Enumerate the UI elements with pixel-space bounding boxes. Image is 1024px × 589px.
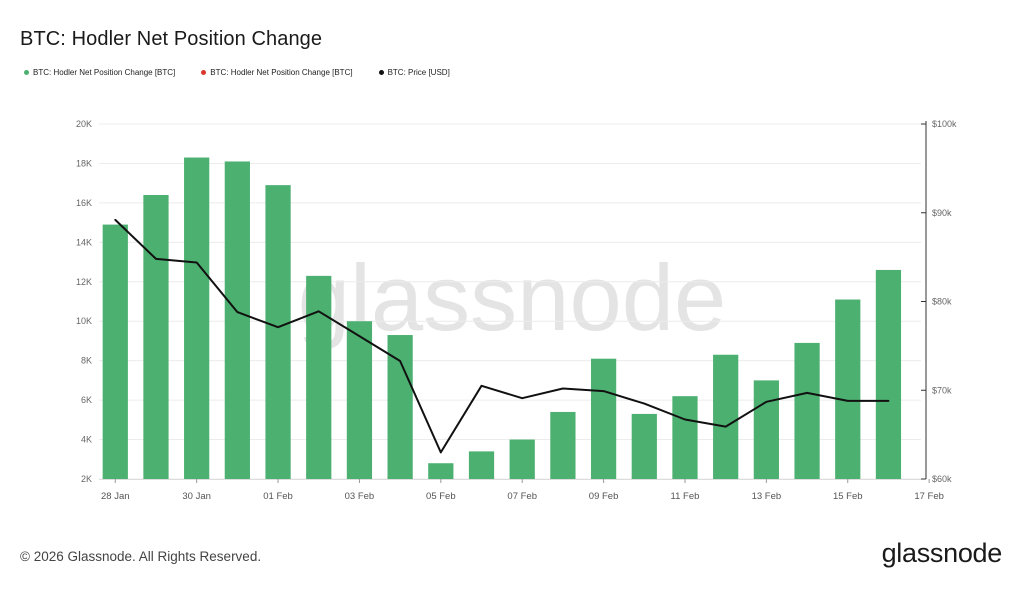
glassnode-logo: glassnode <box>881 538 1003 568</box>
bar <box>835 299 861 479</box>
x-tick-label: 07 Feb <box>507 491 537 502</box>
x-tick-label: 09 Feb <box>589 491 619 502</box>
bar <box>387 335 413 479</box>
legend-marker-red <box>201 70 207 75</box>
x-tick-label: 17 Feb <box>914 491 944 502</box>
x-tick-label: 13 Feb <box>752 491 782 502</box>
bar <box>346 321 373 479</box>
legend-label: BTC: Hodler Net Position Change [BTC] <box>210 68 353 77</box>
bar <box>143 195 169 479</box>
y-left-tick-label: 18K <box>76 158 92 168</box>
bar <box>509 439 535 479</box>
x-tick-label: 01 Feb <box>263 491 293 502</box>
bar <box>631 413 657 479</box>
legend-item-net-position-red[interactable]: BTC: Hodler Net Position Change [BTC] <box>201 68 353 77</box>
bar <box>265 185 291 479</box>
y-right-tick-label: $100k <box>932 119 957 129</box>
bar <box>672 396 698 479</box>
bar <box>468 451 495 479</box>
bar <box>550 411 576 479</box>
bar <box>428 463 454 479</box>
x-tick-label: 28 Jan <box>101 491 130 502</box>
bar-series <box>102 157 902 479</box>
y-right-tick-label: $70k <box>932 385 952 395</box>
x-tick-label: 05 Feb <box>426 491 456 502</box>
price-line-series <box>114 218 890 454</box>
legend-item-net-position-green[interactable]: BTC: Hodler Net Position Change [BTC] <box>24 68 175 77</box>
y-left-tick-label: 16K <box>76 198 92 208</box>
x-tick-label: 15 Feb <box>833 491 863 502</box>
bar <box>306 275 332 479</box>
legend-label: BTC: Hodler Net Position Change [BTC] <box>33 68 176 77</box>
bar <box>794 342 820 479</box>
y-left-tick-label: 14K <box>76 237 92 247</box>
y-right-tick-label: $80k <box>932 297 952 307</box>
legend-marker-green <box>24 70 29 75</box>
x-tick-label: 11 Feb <box>671 491 700 502</box>
y-right-tick-label: $90k <box>932 208 952 218</box>
y-left-tick-label: 20K <box>76 119 92 129</box>
copyright-text: © 2026 Glassnode. All Rights Reserved. <box>20 549 262 564</box>
axes: 2K 4K 6K 8K 10K 12K 14K 16K 18K 20K $60k $70k $80k $9… <box>76 119 957 502</box>
y-left-tick-label: 4K <box>81 435 92 445</box>
bar <box>184 157 210 479</box>
bar <box>102 224 128 479</box>
legend-item-price[interactable]: BTC: Price [USD] <box>378 68 450 77</box>
y-left-tick-label: 2K <box>81 474 92 484</box>
y-left-tick-label: 10K <box>76 316 92 326</box>
x-tick-label: 03 Feb <box>345 491 375 502</box>
legend-label: BTC: Price [USD] <box>387 68 450 77</box>
bar <box>590 358 617 479</box>
legend: BTC: Hodler Net Position Change [BTC] BT… <box>24 68 450 77</box>
bar <box>224 161 250 479</box>
y-left-tick-label: 12K <box>76 277 92 287</box>
y-right-tick-label: $60k <box>932 474 952 484</box>
bar <box>875 269 902 479</box>
y-left-tick-label: 8K <box>81 356 92 366</box>
bar <box>713 354 739 479</box>
legend-marker-black <box>378 70 384 75</box>
bar <box>753 380 779 479</box>
y-left-tick-label: 6K <box>81 395 92 405</box>
chart-title: BTC: Hodler Net Position Change <box>20 28 323 50</box>
x-tick-label: 30 Jan <box>182 491 211 502</box>
price-line <box>114 218 890 454</box>
